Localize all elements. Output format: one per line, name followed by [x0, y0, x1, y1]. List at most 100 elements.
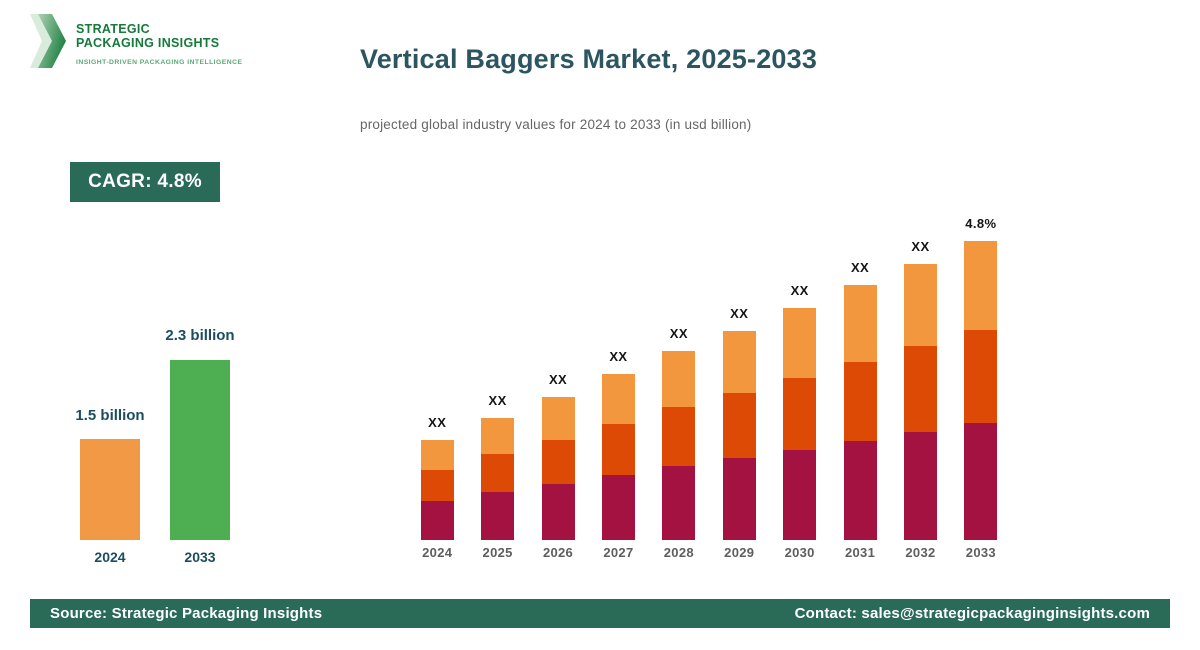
bar-category-label: 2031 [844, 545, 876, 560]
middle-segment [843, 362, 877, 441]
bar-top-label: XX [730, 306, 749, 321]
top-segment [601, 374, 635, 424]
stacked-chart-plot-area: XX 2024 XX 2025 XX 2026 XX 2027 XX 2028 XX 2029 XX 20… [407, 202, 1011, 560]
middle-segment [783, 378, 817, 450]
bar-group-2026: XX 2026 [528, 202, 588, 560]
mini-bar-value-label: 2.3 billion [165, 327, 235, 344]
bar-group-2031: XX 2031 [830, 202, 890, 560]
summary-bar-chart: 1.5 billion 2.3 billion 2024 2033 [70, 320, 250, 565]
stacked-bar-2031 [843, 285, 877, 540]
bar-category-label: 2028 [663, 545, 694, 560]
bottom-segment [601, 475, 635, 540]
bar-area-2024: XX [407, 202, 467, 540]
logo-text: STRATEGIC PACKAGING INSIGHTS INSIGHT-DRI… [76, 14, 242, 66]
stacked-bar-2028 [662, 351, 696, 540]
bar-group-2024: XX 2024 [407, 202, 467, 560]
bar-category-label: 2026 [542, 545, 574, 560]
bottom-segment [541, 484, 575, 540]
mini-bar-category-label: 2024 [94, 549, 126, 565]
middle-segment [481, 454, 515, 492]
bar-group-2025: XX 2025 [467, 202, 527, 560]
bottom-segment [903, 432, 937, 540]
top-segment [662, 351, 696, 407]
bar-area-2030: XX [769, 202, 829, 540]
page-title: Vertical Baggers Market, 2025-2033 [360, 44, 818, 74]
stacked-bar-2027 [601, 374, 635, 540]
bar-area-2027: XX [588, 202, 648, 540]
top-segment [843, 285, 877, 362]
logo-name-line2: PACKAGING INSIGHTS [76, 36, 220, 50]
bottom-segment [481, 492, 515, 540]
bottom-segment [722, 458, 756, 540]
top-segment [722, 331, 756, 393]
bar-group-2033: 4.8% 2033 [951, 202, 1011, 560]
stacked-bar-2033 [964, 241, 998, 540]
stacked-bar-chart: XX 2024 XX 2025 XX 2026 XX 2027 XX 2028 XX 2029 XX 20… [407, 202, 1011, 560]
bar-top-label: XX [548, 372, 568, 387]
footer-bar: Source: Strategic Packaging Insights Con… [30, 599, 1170, 628]
bar-group-2029: XX 2029 [709, 202, 769, 560]
bar-top-label: XX [488, 393, 507, 408]
bar-area-2028: XX [649, 202, 709, 540]
middle-segment [601, 424, 635, 475]
top-segment [481, 418, 515, 454]
bar-top-label: XX [911, 239, 930, 254]
bar-area-2025: XX [467, 202, 527, 540]
source-text: Source: Strategic Packaging Insights [50, 605, 323, 622]
top-segment [903, 264, 937, 346]
bar-category-label: 2029 [724, 545, 755, 560]
middle-segment [662, 407, 696, 466]
stacked-bar-2025 [481, 418, 515, 540]
mini-bar-2033 [170, 360, 230, 540]
logo-tagline: INSIGHT-DRIVEN PACKAGING INTELLIGENCE [76, 59, 243, 66]
top-segment [541, 397, 575, 440]
middle-segment [964, 330, 998, 423]
bar-top-label: XX [609, 349, 628, 364]
bottom-segment [662, 466, 696, 540]
stacked-bar-2032 [903, 264, 937, 540]
bar-category-label: 2032 [905, 545, 936, 560]
top-segment [783, 308, 817, 378]
bar-area-2033: 4.8% [951, 202, 1011, 540]
bar-top-label: 4.8% [965, 216, 997, 231]
bottom-segment [783, 450, 817, 540]
logo-name-line1: STRATEGIC [76, 22, 150, 36]
bar-area-2032: XX [890, 202, 950, 540]
bar-group-2028: XX 2028 [649, 202, 709, 560]
mini-chart-plot-area: 1.5 billion 2.3 billion [70, 320, 250, 540]
bar-top-label: XX [428, 415, 447, 430]
middle-segment [722, 393, 756, 458]
bar-category-label: 2025 [482, 545, 513, 560]
bar-category-label: 2033 [965, 545, 996, 560]
bar-category-label: 2030 [784, 545, 815, 560]
bar-area-2026: XX [528, 202, 588, 540]
bar-category-label: 2024 [422, 545, 453, 560]
bar-category-label: 2027 [603, 545, 634, 560]
bar-area-2029: XX [709, 202, 769, 540]
bar-area-2031: XX [830, 202, 890, 540]
bottom-segment [964, 423, 998, 540]
bar-top-label: XX [790, 283, 809, 298]
page-subtitle: projected global industry values for 202… [360, 117, 752, 132]
stacked-bar-2030 [783, 308, 817, 540]
middle-segment [903, 346, 937, 432]
bar-top-label: XX [669, 326, 688, 341]
middle-segment [420, 470, 454, 501]
bar-group-2030: XX 2030 [769, 202, 829, 560]
top-segment [964, 241, 998, 330]
mini-bar-category-label: 2033 [184, 549, 216, 565]
mini-bar-2024 [80, 439, 140, 540]
bottom-segment [420, 501, 454, 540]
top-segment [420, 440, 454, 470]
bottom-segment [843, 441, 877, 540]
bar-group-2032: XX 2032 [890, 202, 950, 560]
logo-chevron-icon [30, 14, 70, 68]
stacked-bar-2026 [541, 397, 575, 540]
cagr-badge: CAGR: 4.8% [70, 162, 220, 202]
stacked-bar-2024 [420, 440, 454, 540]
contact-text: Contact: sales@strategicpackaginginsight… [794, 605, 1150, 622]
mini-bar-value-label: 1.5 billion [75, 407, 145, 424]
stacked-bar-2029 [722, 331, 756, 540]
logo: STRATEGIC PACKAGING INSIGHTS INSIGHT-DRI… [30, 14, 242, 68]
